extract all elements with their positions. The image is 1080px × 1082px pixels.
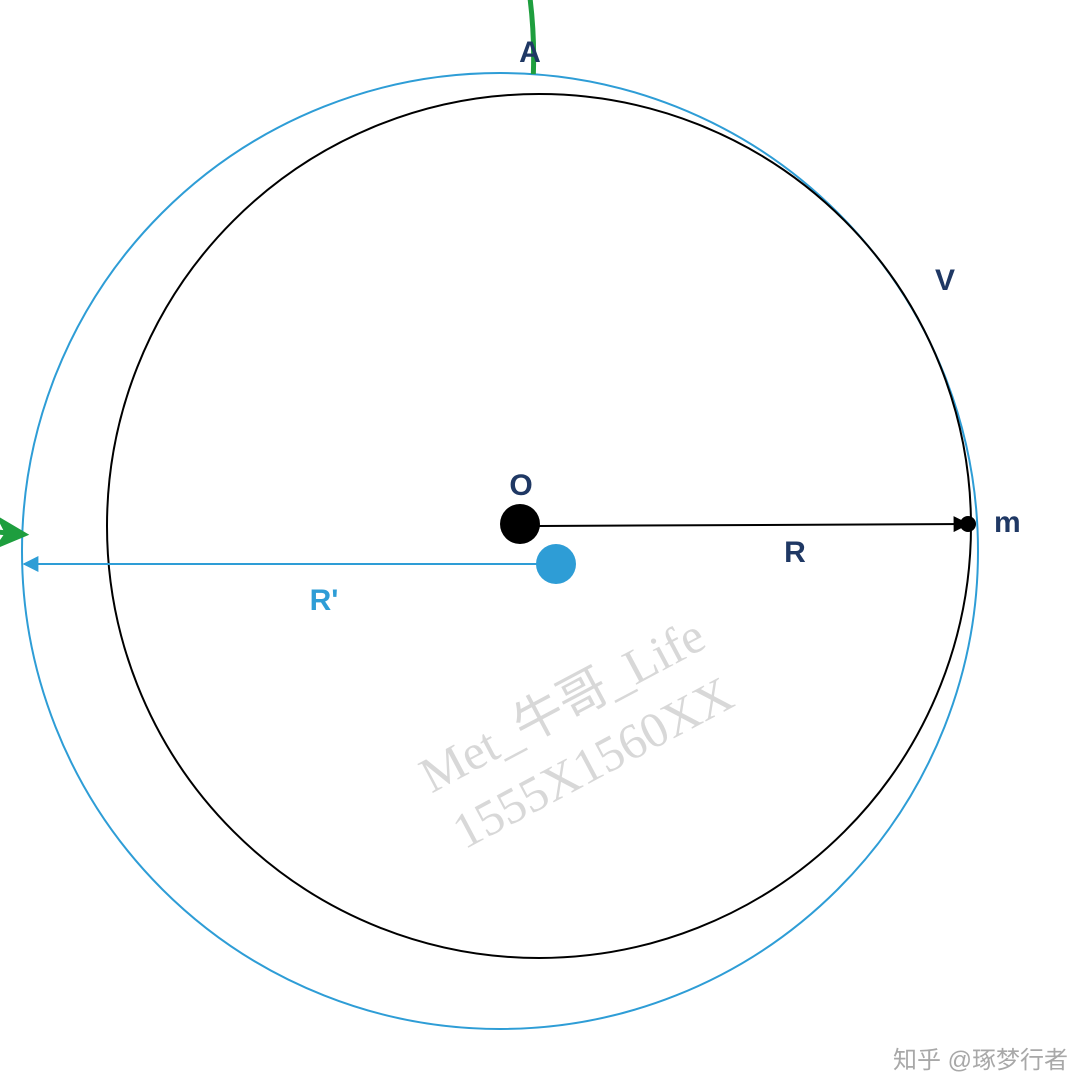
attribution-text: 知乎 @琢梦行者 xyxy=(893,1047,1068,1074)
diagram-canvas: A V O m R R' Met_牛哥_Life 1555X1560XX 知乎 … xyxy=(0,0,1080,1082)
label-rprime: R' xyxy=(310,584,339,617)
center-o-dot xyxy=(500,504,540,544)
label-o: O xyxy=(509,469,532,502)
label-a: A xyxy=(519,36,541,69)
label-v: V xyxy=(935,264,955,297)
label-r: R xyxy=(784,536,806,569)
point-m-dot xyxy=(960,516,976,532)
outer-blue-circle xyxy=(22,73,978,1029)
center-blue-dot xyxy=(536,544,576,584)
label-m: m xyxy=(994,506,1021,539)
radius-r-arrow xyxy=(539,524,968,526)
green-tangent-arc xyxy=(0,0,534,534)
watermark: Met_牛哥_Life 1555X1560XX xyxy=(410,607,744,861)
